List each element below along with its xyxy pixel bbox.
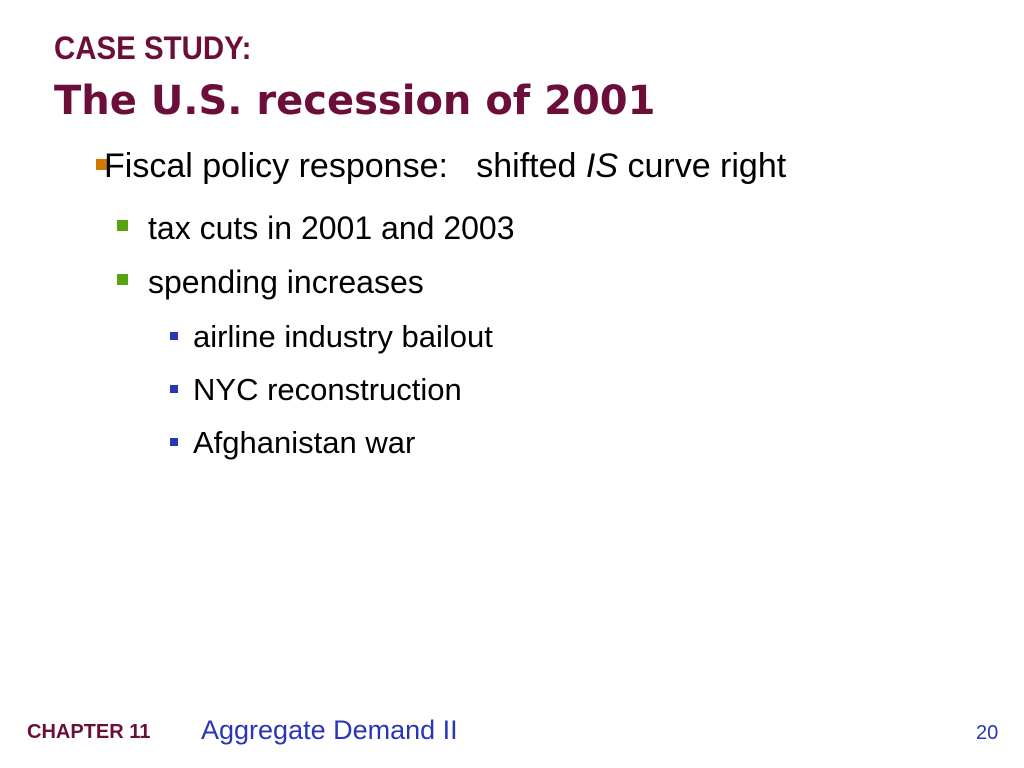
square-bullet-icon [117, 220, 128, 231]
bullet-text: Fiscal policy response: shifted IS curve… [104, 147, 786, 186]
footer-chapter-label: CHAPTER 11 [27, 721, 151, 743]
square-bullet-icon [170, 332, 178, 340]
slide-title-label: CASE STUDY: [54, 30, 252, 66]
footer-chapter-title: Aggregate Demand II [201, 715, 458, 745]
slide-title: The U.S. recession of 2001 [54, 78, 656, 124]
bullet-item-level3: NYC reconstruction [170, 372, 770, 410]
square-bullet-icon [170, 438, 178, 446]
bullet-text: tax cuts in 2001 and 2003 [148, 210, 515, 246]
square-bullet-icon [96, 159, 107, 170]
square-bullet-icon [170, 385, 178, 393]
square-bullet-icon [117, 274, 128, 285]
bullet-text: spending increases [148, 264, 424, 300]
page-number: 20 [976, 722, 999, 744]
bullet-text-italic: IS [585, 147, 619, 185]
bullet-text: NYC reconstruction [193, 372, 462, 407]
bullet-text-tail: curve right [618, 147, 787, 185]
bullet-item-level2: tax cuts in 2001 and 2003 [117, 210, 817, 250]
bullet-item-level1: Fiscal policy response: shifted IS curve… [96, 147, 936, 191]
bullet-item-level2: spending increases [117, 264, 817, 304]
bullet-text: Afghanistan war [193, 425, 416, 460]
bullet-item-level3: airline industry bailout [170, 319, 770, 357]
bullet-text: airline industry bailout [193, 319, 493, 354]
bullet-item-level3: Afghanistan war [170, 425, 770, 463]
bullet-text-lead: Fiscal policy response: shifted [104, 147, 586, 185]
